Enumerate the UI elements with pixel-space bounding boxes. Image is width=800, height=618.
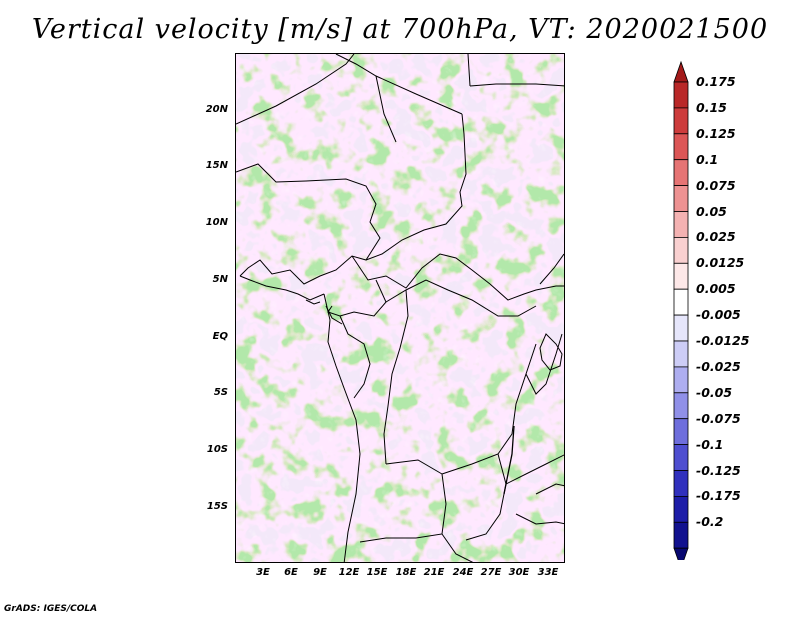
lon-label-30e: 30E <box>508 567 530 578</box>
lon-label-3e: 3E <box>256 567 270 578</box>
colorbar-swatch <box>673 470 689 497</box>
colorbar-label: -0.1 <box>696 436 724 452</box>
colorbar-label: 0.025 <box>696 229 736 245</box>
lon-label-18e: 18E <box>395 567 417 578</box>
colorbar-swatch <box>673 418 689 446</box>
colorbar-top-arrow <box>673 60 689 83</box>
colorbar-swatch <box>673 133 689 161</box>
lon-label-12e: 12E <box>338 567 360 578</box>
colorbar-swatch <box>673 314 689 342</box>
lon-label-24e: 24E <box>452 567 474 578</box>
colorbar-label: -0.05 <box>696 384 733 400</box>
lon-label-15e: 15E <box>366 567 388 578</box>
colorbar-label: 0.005 <box>696 281 736 297</box>
lon-label-21e: 21E <box>423 567 445 578</box>
map-title: Vertical velocity [m/s] at 700hPa, VT: 2… <box>31 14 769 45</box>
lat-label-eq: EQ <box>212 331 228 342</box>
colorbar-label: -0.0125 <box>696 333 750 348</box>
colorbar-label: -0.075 <box>696 410 741 426</box>
colorbar-label: 0.075 <box>696 177 736 193</box>
colorbar-swatch <box>673 444 689 471</box>
colorbar <box>673 60 689 560</box>
colorbar-swatch <box>673 392 689 420</box>
colorbar-bottom-arrow <box>673 547 689 560</box>
colorbar-label: 0.15 <box>696 99 727 115</box>
colorbar-swatch <box>673 366 689 394</box>
lat-label-5n: 5N <box>212 274 228 285</box>
colorbar-label: 0.125 <box>696 125 736 141</box>
colorbar-swatch <box>673 107 689 135</box>
colorbar-label: 0.05 <box>696 203 727 219</box>
lat-label-15n: 15N <box>205 160 228 171</box>
colorbar-swatch <box>673 262 689 290</box>
colorbar-label: -0.125 <box>696 462 741 478</box>
lat-label-10s: 10S <box>206 444 228 455</box>
colorbar-label: -0.025 <box>696 358 741 374</box>
colorbar-swatch <box>673 521 689 549</box>
colorbar-swatch <box>673 288 689 316</box>
colorbar-swatch <box>673 211 689 238</box>
colorbar-label: -0.005 <box>696 307 741 323</box>
lon-label-27e: 27E <box>480 567 502 578</box>
colorbar-swatch <box>673 236 689 264</box>
colorbar-swatch <box>673 81 689 109</box>
colorbar-swatch <box>673 185 689 212</box>
colorbar-label: 0.1 <box>696 151 719 167</box>
colorbar-swatch <box>673 159 689 186</box>
lon-label-33e: 33E <box>537 567 559 578</box>
lat-label-5s: 5S <box>213 387 228 398</box>
map-plot-area <box>235 53 565 563</box>
colorbar-label: -0.2 <box>696 514 724 530</box>
lat-label-10n: 10N <box>205 217 228 228</box>
colorbar-swatch <box>673 340 689 368</box>
colorbar-label: 0.175 <box>696 74 736 89</box>
lon-label-9e: 9E <box>313 567 327 578</box>
colorbar-label: -0.175 <box>696 488 741 504</box>
lat-label-20n: 20N <box>205 104 228 115</box>
lat-label-15s: 15S <box>206 501 228 512</box>
footer-credit: GrADS: IGES/COLA <box>4 604 98 614</box>
colorbar-label: 0.0125 <box>696 255 745 271</box>
lon-label-6e: 6E <box>284 567 298 578</box>
vertical-velocity-field <box>236 54 564 562</box>
colorbar-swatch <box>673 495 689 523</box>
